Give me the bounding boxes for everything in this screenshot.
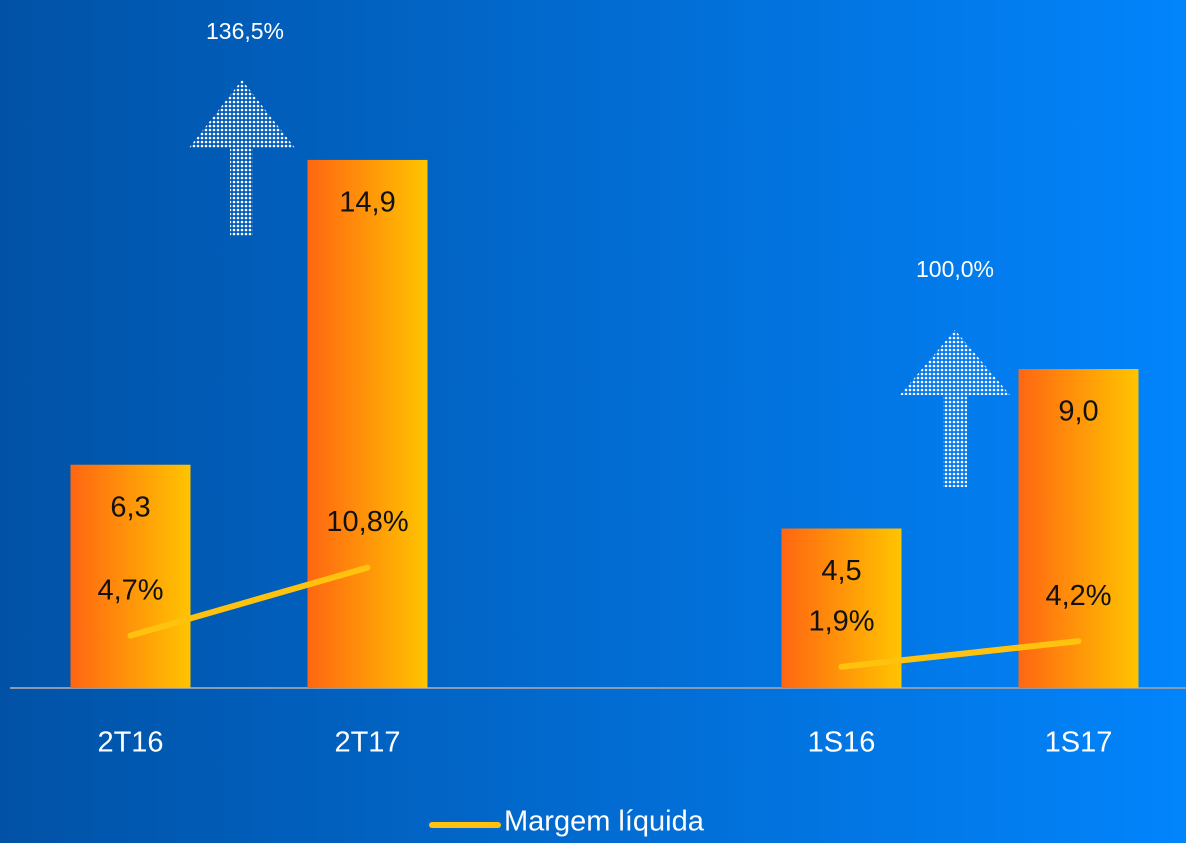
arrow-up [189, 80, 295, 236]
line [127, 564, 371, 639]
arrow-up [900, 330, 1010, 487]
data-label: 9,0 [1058, 396, 1098, 428]
x-tick-label: 1S16 [808, 727, 876, 759]
annotation: 136,5% [206, 18, 284, 44]
bar [70, 464, 191, 688]
data-label: 4,2% [1045, 580, 1111, 612]
bar [307, 159, 428, 689]
x-tick-label: 1S17 [1045, 727, 1113, 759]
annotation: 100,0% [916, 256, 994, 282]
data-label: 14,9 [339, 187, 395, 219]
x-tick-label: 2T17 [334, 727, 400, 759]
legend-label: Margem líquida [504, 806, 705, 838]
data-label: 6,3 [110, 491, 150, 523]
bar [1018, 369, 1139, 688]
x-tick-label: 2T16 [97, 727, 163, 759]
line [838, 638, 1082, 670]
data-label: 4,5 [821, 555, 861, 587]
data-label: 4,7% [97, 574, 163, 606]
data-label: 1,9% [808, 605, 874, 637]
data-label: 10,8% [326, 506, 408, 538]
